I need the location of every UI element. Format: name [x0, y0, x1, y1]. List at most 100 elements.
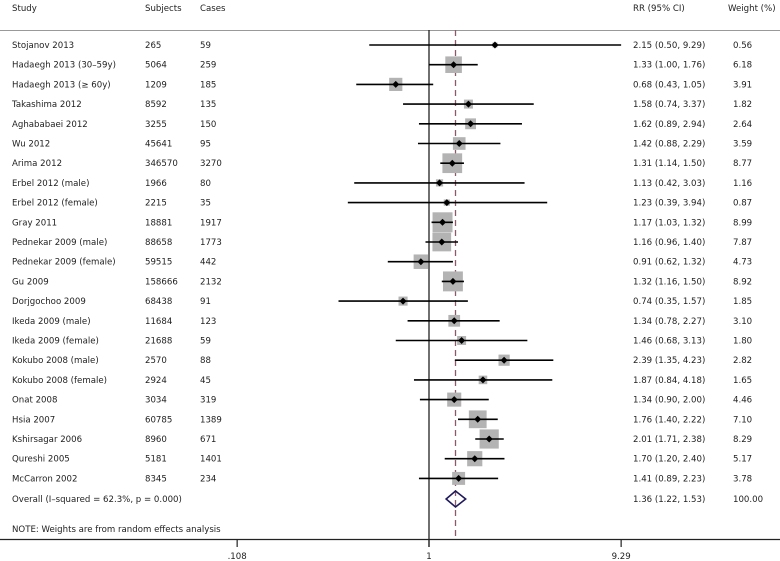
point-estimate — [479, 376, 487, 384]
study-name: Qureshi 2005 — [12, 455, 70, 465]
study-cases: 135 — [200, 100, 216, 110]
x-tick-label: 9.29 — [612, 552, 631, 561]
point-estimate — [448, 159, 456, 167]
study-subjects: 2924 — [145, 376, 167, 386]
study-weight: 0.87 — [733, 199, 752, 209]
study-weight: 4.73 — [733, 258, 752, 268]
study-subjects: 2570 — [145, 356, 167, 366]
study-subjects: 60785 — [145, 415, 172, 425]
study-subjects: 68438 — [145, 297, 172, 307]
study-row: Ikeda 2009 (female) 21688 59 1.46 (0.68, 3.… — [12, 336, 752, 347]
point-estimate — [450, 396, 458, 404]
study-cases: 45 — [200, 376, 211, 386]
point-estimate — [449, 277, 457, 285]
study-name: Kshirsagar 2006 — [12, 435, 82, 445]
study-row: Erbel 2012 (female) 2215 35 1.23 (0.39, 3.9… — [12, 199, 752, 209]
study-rr: 1.41 (0.89, 2.23) — [633, 474, 705, 484]
study-subjects: 5181 — [145, 455, 167, 465]
study-cases: 671 — [200, 435, 216, 445]
study-rr: 1.17 (1.03, 1.32) — [633, 218, 705, 228]
study-rr: 2.39 (1.35, 4.23) — [633, 356, 705, 366]
point-estimate — [464, 100, 472, 108]
point-estimate — [438, 238, 446, 246]
study-name: Hadaegh 2013 (≥ 60y) — [12, 80, 111, 90]
study-cases: 59 — [200, 337, 211, 347]
study-row: McCarron 2002 8345 234 1.41 (0.89, 2.23) 3.7… — [12, 471, 752, 485]
study-cases: 234 — [200, 474, 216, 484]
study-cases: 80 — [200, 179, 211, 189]
study-rr: 1.62 (0.89, 2.94) — [633, 120, 705, 130]
study-weight: 3.10 — [733, 317, 752, 327]
point-estimate — [467, 120, 475, 128]
study-rr: 1.23 (0.39, 3.94) — [633, 199, 705, 209]
point-estimate — [443, 199, 451, 207]
overall-rr: 1.36 (1.22, 1.53) — [633, 495, 705, 505]
study-row: Aghababaei 2012 3255 150 1.62 (0.89, 2.94) 2… — [12, 118, 752, 130]
study-weight: 7.87 — [733, 238, 752, 248]
study-name: Hsia 2007 — [12, 415, 55, 425]
study-rr: 1.87 (0.84, 4.18) — [633, 376, 705, 386]
study-weight: 1.16 — [733, 179, 752, 189]
study-subjects: 18881 — [145, 218, 172, 228]
study-cases: 150 — [200, 120, 216, 130]
header-study: Study — [12, 4, 37, 14]
study-subjects: 8592 — [145, 100, 167, 110]
point-estimate — [436, 179, 444, 187]
study-subjects: 158666 — [145, 277, 178, 287]
study-weight: 7.10 — [733, 415, 752, 425]
study-cases: 2132 — [200, 277, 222, 287]
study-cases: 59 — [200, 41, 211, 51]
study-weight: 2.82 — [733, 356, 752, 366]
study-cases: 1773 — [200, 238, 222, 248]
study-cases: 35 — [200, 199, 211, 209]
study-row: Pednekar 2009 (male) 88658 1773 1.16 (0.96,… — [12, 232, 752, 252]
study-name: McCarron 2002 — [12, 474, 77, 484]
study-row: Hadaegh 2013 (30–59y) 5064 259 1.33 (1.00, … — [12, 56, 752, 73]
study-row: Ikeda 2009 (male) 11684 123 1.34 (0.78, 2.2… — [12, 314, 752, 327]
study-row: Kokubo 2008 (female) 2924 45 1.87 (0.84, 4.… — [12, 375, 752, 386]
study-weight: 1.80 — [733, 337, 752, 347]
study-name: Gu 2009 — [12, 277, 49, 287]
note: NOTE: Weights are from random effects an… — [12, 525, 221, 535]
study-subjects: 1966 — [145, 179, 167, 189]
study-weight: 8.92 — [733, 277, 752, 287]
study-rr: 1.33 (1.00, 1.76) — [633, 61, 705, 71]
study-name: Ikeda 2009 (female) — [12, 337, 99, 347]
study-subjects: 3255 — [145, 120, 167, 130]
point-estimate — [455, 474, 463, 482]
point-estimate — [450, 317, 458, 325]
study-rr: 1.76 (1.40, 2.22) — [633, 415, 705, 425]
overall-label: Overall (I–squared = 62.3%, p = 0.000) — [12, 495, 182, 505]
study-subjects: 1209 — [145, 80, 167, 90]
header-rr: RR (95% CI) — [633, 4, 685, 14]
study-subjects: 2215 — [145, 199, 167, 209]
point-estimate — [491, 41, 499, 49]
study-subjects: 59515 — [145, 258, 172, 268]
study-row: Hsia 2007 60785 1389 1.76 (1.40, 2.22) 7.10 — [12, 410, 752, 429]
study-rr: 0.68 (0.43, 1.05) — [633, 80, 705, 90]
study-rr: 1.70 (1.20, 2.40) — [633, 455, 705, 465]
study-weight: 8.77 — [733, 159, 752, 169]
study-rr: 1.46 (0.68, 3.13) — [633, 337, 705, 347]
study-subjects: 8960 — [145, 435, 167, 445]
study-name: Gray 2011 — [12, 218, 57, 228]
study-subjects: 265 — [145, 41, 161, 51]
study-subjects: 3034 — [145, 396, 167, 406]
study-row: Kshirsagar 2006 8960 671 2.01 (1.71, 2.38) 8… — [12, 429, 752, 449]
header-subjects: Subjects — [145, 4, 182, 14]
study-rr: 1.58 (0.74, 3.37) — [633, 100, 705, 110]
study-rr: 1.31 (1.14, 1.50) — [633, 159, 705, 169]
study-cases: 95 — [200, 140, 211, 150]
study-rr: 1.42 (0.88, 2.29) — [633, 140, 705, 150]
study-subjects: 88658 — [145, 238, 172, 248]
study-weight: 8.99 — [733, 218, 752, 228]
point-estimate — [458, 337, 466, 344]
study-name: Pednekar 2009 (male) — [12, 238, 107, 248]
study-cases: 91 — [200, 297, 211, 307]
point-estimate — [471, 455, 479, 463]
study-row: Wu 2012 45641 95 1.42 (0.88, 2.29) 3.59 — [12, 137, 752, 150]
study-weight: 5.17 — [733, 455, 752, 465]
study-name: Arima 2012 — [12, 159, 62, 169]
study-row: Gu 2009 158666 2132 1.32 (1.16, 1.50) 8.92 — [12, 271, 752, 292]
study-weight: 6.18 — [733, 61, 752, 71]
